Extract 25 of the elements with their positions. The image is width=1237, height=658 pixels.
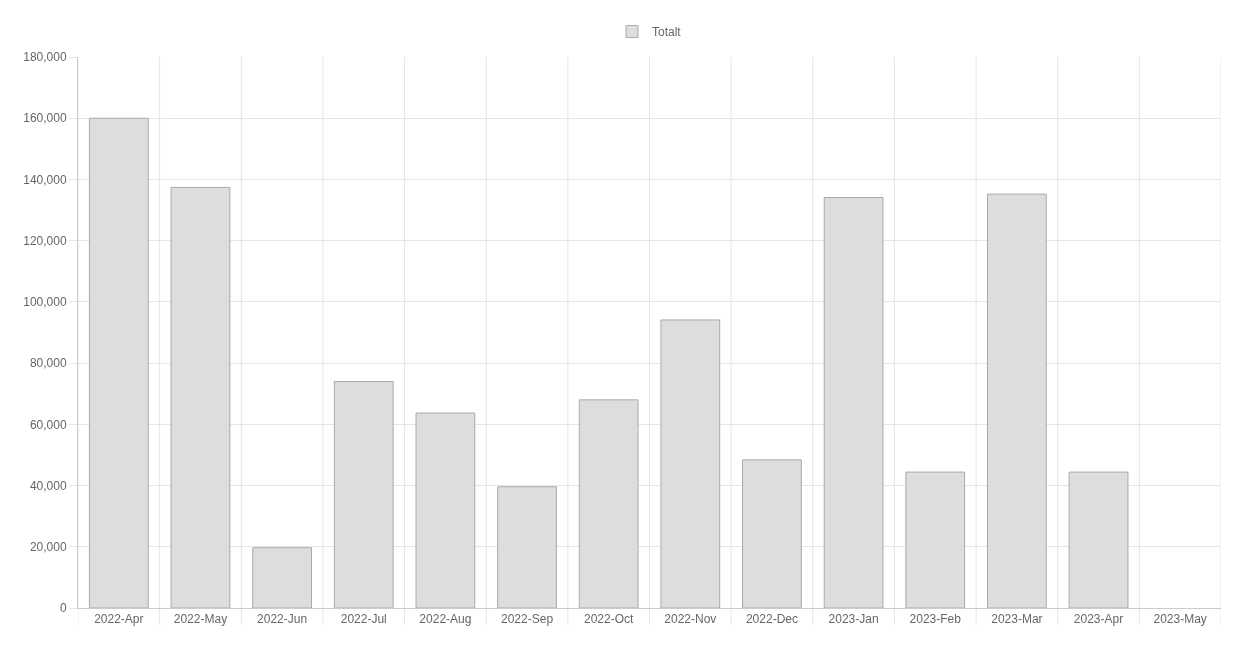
y-tick-label: 140,000 xyxy=(23,172,67,187)
x-tick-label: 2022-Nov xyxy=(664,612,717,627)
legend-label: Totalt xyxy=(652,25,682,40)
x-tick-label: 2023-May xyxy=(1153,612,1207,627)
x-tick-label: 2022-Jul xyxy=(340,612,387,627)
y-tick-label: 80,000 xyxy=(29,356,67,371)
x-tick-label: 2023-Jan xyxy=(828,612,879,627)
y-tick-label: 100,000 xyxy=(23,295,67,310)
y-tick-label: 60,000 xyxy=(29,417,67,432)
x-tick-label: 2022-Dec xyxy=(745,612,798,627)
x-tick-label: 2023-Feb xyxy=(909,612,962,627)
x-tick-label: 2023-Mar xyxy=(991,612,1043,627)
y-tick-label: 0 xyxy=(59,601,67,616)
y-tick-label: 160,000 xyxy=(23,111,67,126)
x-tick-label: 2023-Apr xyxy=(1073,612,1124,627)
y-tick-label: 120,000 xyxy=(23,233,67,248)
y-tick-label: 40,000 xyxy=(29,478,67,493)
x-tick-label: 2022-Oct xyxy=(584,612,635,627)
y-tick-label: 180,000 xyxy=(23,50,67,65)
x-tick-label: 2022-Apr xyxy=(94,612,144,627)
x-tick-label: 2022-Aug xyxy=(419,612,472,627)
y-tick-label: 20,000 xyxy=(29,539,67,554)
x-tick-label: 2022-Jun xyxy=(257,612,308,627)
x-tick-label: 2022-Sep xyxy=(501,612,554,627)
x-tick-label: 2022-May xyxy=(173,612,228,627)
